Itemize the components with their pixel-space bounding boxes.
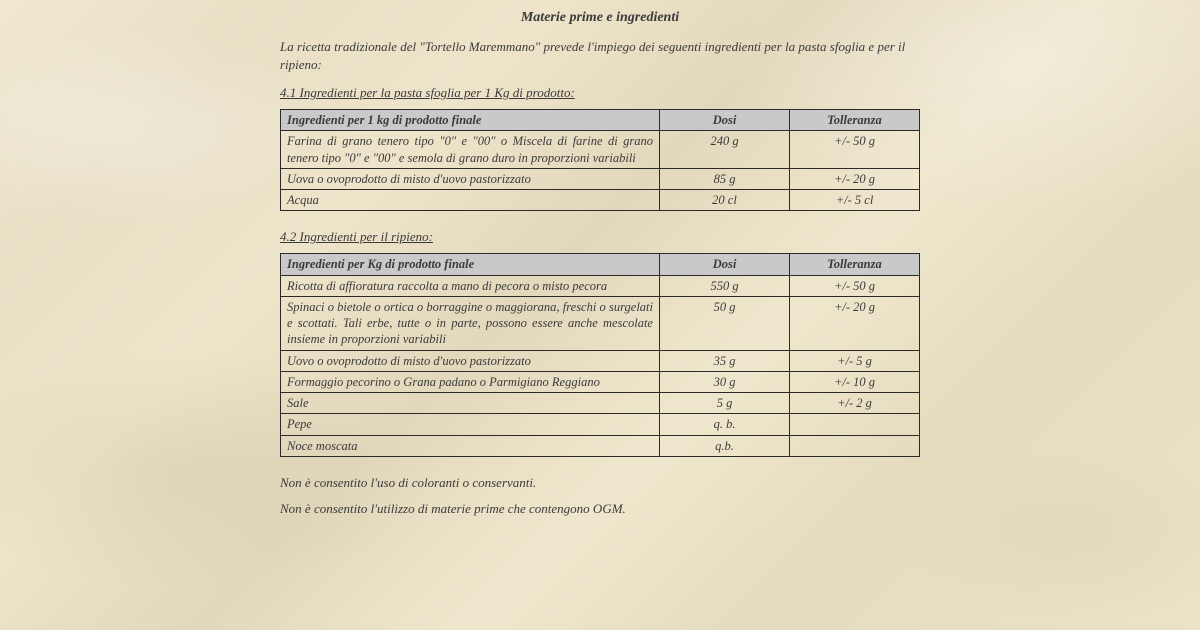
table-row: Spinaci o bietole o ortica o borraggine … <box>281 296 920 350</box>
page-title: Materie prime e ingredienti <box>280 10 920 26</box>
col-tolerance: Tolleranza <box>790 254 920 275</box>
table-row: Farina di grano tenero tipo "0" e "00" o… <box>281 131 920 169</box>
document-page: Materie prime e ingredienti La ricetta t… <box>0 0 1200 537</box>
cell-ingredient: Spinaci o bietole o ortica o borraggine … <box>281 296 660 350</box>
intro-text-a: La ricetta tradizionale del <box>280 39 419 54</box>
cell-tolerance <box>790 435 920 456</box>
cell-dose: 550 g <box>660 275 790 296</box>
table-row: Formaggio pecorino o Grana padano o Parm… <box>281 371 920 392</box>
intro-emphasis: "Tortello Maremmano" <box>419 39 540 54</box>
cell-dose: q. b. <box>660 414 790 435</box>
cell-tolerance: +/- 50 g <box>790 131 920 169</box>
cell-ingredient: Uova o ovoprodotto di misto d'uovo pasto… <box>281 168 660 189</box>
cell-ingredient: Noce moscata <box>281 435 660 456</box>
cell-tolerance: +/- 20 g <box>790 168 920 189</box>
cell-ingredient: Sale <box>281 393 660 414</box>
table-header-row: Ingredienti per 1 kg di prodotto finale … <box>281 110 920 131</box>
cell-tolerance: +/- 20 g <box>790 296 920 350</box>
section-header-filling: 4.2 Ingredienti per il ripieno: <box>280 229 920 245</box>
col-ingredient: Ingredienti per 1 kg di prodotto finale <box>281 110 660 131</box>
footnote-ogm: Non è consentito l'utilizzo di materie p… <box>280 501 920 517</box>
cell-tolerance: +/- 2 g <box>790 393 920 414</box>
cell-tolerance: +/- 10 g <box>790 371 920 392</box>
section-header-pasta: 4.1 Ingredienti per la pasta sfoglia per… <box>280 85 920 101</box>
table-row: Uovo o ovoprodotto di misto d'uovo pasto… <box>281 350 920 371</box>
table-row: Sale 5 g +/- 2 g <box>281 393 920 414</box>
cell-tolerance: +/- 5 g <box>790 350 920 371</box>
table-row: Acqua 20 cl +/- 5 cl <box>281 190 920 211</box>
table-row: Pepe q. b. <box>281 414 920 435</box>
cell-dose: 30 g <box>660 371 790 392</box>
col-dose: Dosi <box>660 254 790 275</box>
footnote-colorants: Non è consentito l'uso di coloranti o co… <box>280 475 920 491</box>
cell-ingredient: Formaggio pecorino o Grana padano o Parm… <box>281 371 660 392</box>
table-header-row: Ingredienti per Kg di prodotto finale Do… <box>281 254 920 275</box>
table-filling-ingredients: Ingredienti per Kg di prodotto finale Do… <box>280 253 920 457</box>
cell-dose: 20 cl <box>660 190 790 211</box>
col-tolerance: Tolleranza <box>790 110 920 131</box>
table-row: Ricotta di affioratura raccolta a mano d… <box>281 275 920 296</box>
cell-ingredient: Uovo o ovoprodotto di misto d'uovo pasto… <box>281 350 660 371</box>
cell-dose: q.b. <box>660 435 790 456</box>
cell-ingredient: Acqua <box>281 190 660 211</box>
col-ingredient: Ingredienti per Kg di prodotto finale <box>281 254 660 275</box>
col-dose: Dosi <box>660 110 790 131</box>
intro-paragraph: La ricetta tradizionale del "Tortello Ma… <box>280 38 920 73</box>
table-row: Noce moscata q.b. <box>281 435 920 456</box>
cell-dose: 85 g <box>660 168 790 189</box>
table-row: Uova o ovoprodotto di misto d'uovo pasto… <box>281 168 920 189</box>
cell-ingredient: Pepe <box>281 414 660 435</box>
cell-dose: 240 g <box>660 131 790 169</box>
table-pasta-ingredients: Ingredienti per 1 kg di prodotto finale … <box>280 109 920 211</box>
cell-tolerance: +/- 5 cl <box>790 190 920 211</box>
cell-tolerance: +/- 50 g <box>790 275 920 296</box>
cell-tolerance <box>790 414 920 435</box>
cell-ingredient: Ricotta di affioratura raccolta a mano d… <box>281 275 660 296</box>
cell-dose: 35 g <box>660 350 790 371</box>
cell-ingredient: Farina di grano tenero tipo "0" e "00" o… <box>281 131 660 169</box>
cell-dose: 5 g <box>660 393 790 414</box>
cell-dose: 50 g <box>660 296 790 350</box>
